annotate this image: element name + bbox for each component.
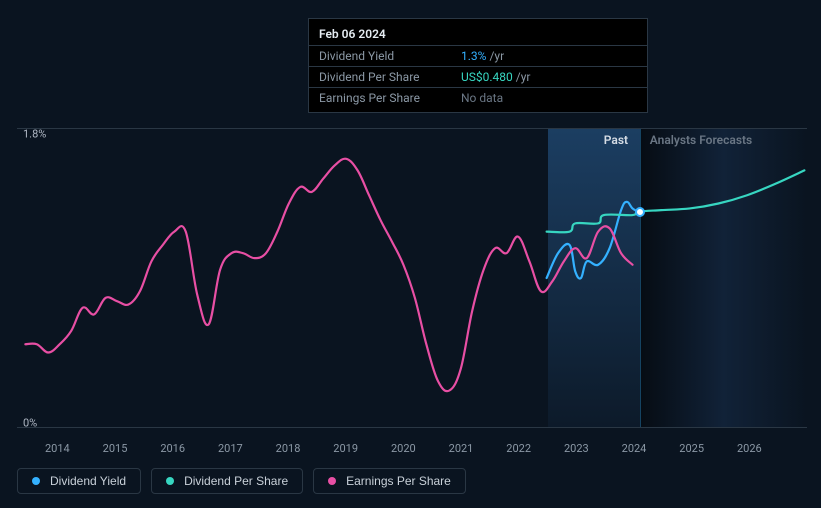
y-axis-top-label: 1.8% bbox=[23, 128, 46, 141]
x-axis-tick-label: 2017 bbox=[218, 442, 243, 455]
legend-dot-icon bbox=[32, 477, 40, 485]
series-line bbox=[547, 170, 805, 232]
x-axis-tick-label: 2021 bbox=[449, 442, 474, 455]
chart: Past Analysts Forecasts 1.8% 0% 20142015… bbox=[17, 108, 807, 448]
x-axis-tick-label: 2022 bbox=[506, 442, 531, 455]
tooltip-row-value: US$0.480/yr bbox=[461, 70, 531, 84]
plot-area[interactable]: Past Analysts Forecasts 1.8% 0% 20142015… bbox=[17, 128, 807, 428]
legend-item-label: Dividend Per Share bbox=[184, 474, 288, 488]
x-axis-tick-label: 2026 bbox=[737, 442, 762, 455]
series-line bbox=[25, 159, 632, 391]
x-axis-tick-label: 2018 bbox=[276, 442, 301, 455]
legend-item[interactable]: Dividend Yield bbox=[17, 468, 141, 494]
legend-item[interactable]: Earnings Per Share bbox=[313, 468, 466, 494]
chart-lines bbox=[17, 129, 807, 427]
tooltip-row: Dividend Per Share US$0.480/yr bbox=[309, 66, 647, 87]
tooltip-row-label: Dividend Yield bbox=[319, 49, 429, 63]
tooltip: Feb 06 2024 Dividend Yield1.3%/yrDividen… bbox=[308, 18, 648, 113]
tooltip-row: Dividend Yield 1.3%/yr bbox=[309, 45, 647, 66]
x-axis-tick-label: 2020 bbox=[391, 442, 416, 455]
tooltip-date: Feb 06 2024 bbox=[309, 23, 647, 45]
x-axis-tick-label: 2015 bbox=[103, 442, 128, 455]
y-axis-bottom-label: 0% bbox=[23, 417, 37, 430]
tooltip-row-value: No data bbox=[461, 91, 503, 105]
x-axis-tick-label: 2023 bbox=[564, 442, 589, 455]
x-axis-tick-label: 2024 bbox=[622, 442, 647, 455]
legend-item-label: Dividend Yield bbox=[50, 474, 126, 488]
x-axis-tick-label: 2016 bbox=[160, 442, 185, 455]
x-axis-tick-label: 2019 bbox=[333, 442, 358, 455]
legend-dot-icon bbox=[166, 477, 174, 485]
x-axis-tick-label: 2025 bbox=[679, 442, 704, 455]
tooltip-row-label: Dividend Per Share bbox=[319, 70, 429, 84]
legend-item-label: Earnings Per Share bbox=[346, 474, 451, 488]
legend-item[interactable]: Dividend Per Share bbox=[151, 468, 303, 494]
tooltip-row: Earnings Per Share No data bbox=[309, 87, 647, 108]
tooltip-row-label: Earnings Per Share bbox=[319, 91, 429, 105]
tooltip-row-value: 1.3%/yr bbox=[461, 49, 504, 63]
x-axis-tick-label: 2014 bbox=[45, 442, 70, 455]
legend: Dividend Yield Dividend Per Share Earnings… bbox=[17, 468, 466, 494]
legend-dot-icon bbox=[328, 477, 336, 485]
